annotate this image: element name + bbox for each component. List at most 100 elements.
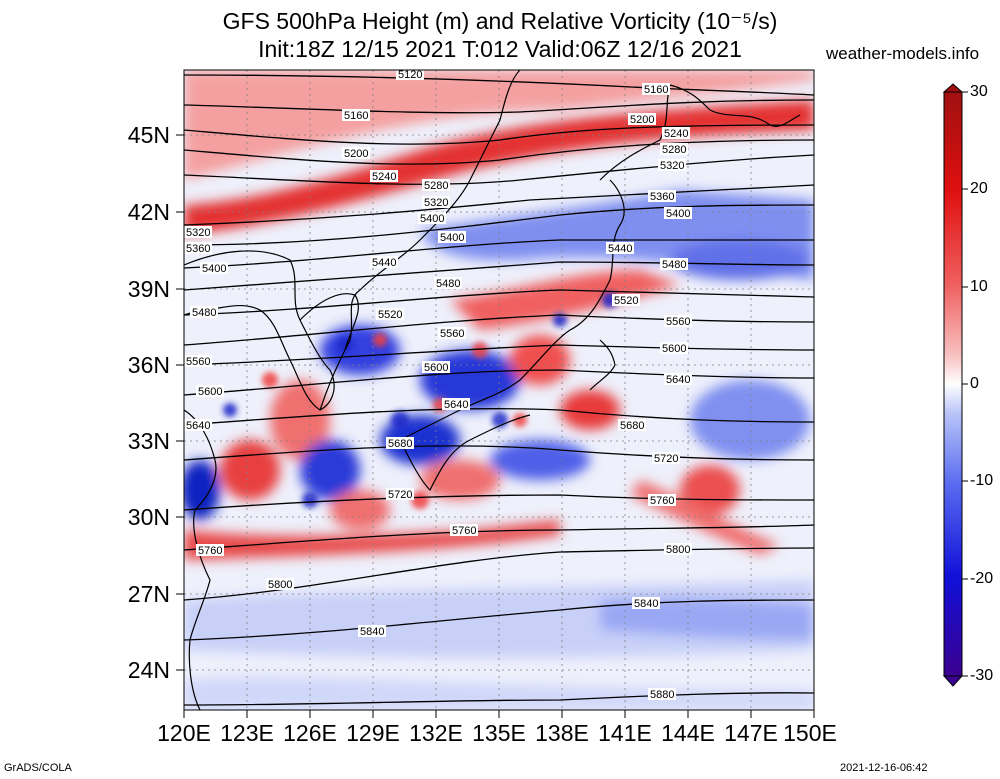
site-label: weather-models.info xyxy=(826,44,980,63)
svg-text:5480: 5480 xyxy=(436,278,460,290)
svg-text:5240: 5240 xyxy=(372,171,396,183)
lon-label: 135E xyxy=(472,720,526,746)
svg-text:5200: 5200 xyxy=(630,114,654,126)
contour-label: 5360 xyxy=(184,242,212,255)
svg-text:5440: 5440 xyxy=(608,243,632,255)
contour-label: 5640 xyxy=(664,373,692,386)
svg-text:5240: 5240 xyxy=(664,128,688,140)
contour-label: 5680 xyxy=(386,437,414,450)
colorbar-label: -20 xyxy=(970,570,994,587)
colorbar-label: -30 xyxy=(970,667,994,684)
contour-label: 5840 xyxy=(358,625,386,638)
lat-label: 45N xyxy=(127,122,170,148)
svg-text:5600: 5600 xyxy=(424,362,448,374)
svg-text:5440: 5440 xyxy=(372,257,396,269)
contour-label: 5400 xyxy=(418,212,446,225)
svg-text:5560: 5560 xyxy=(186,356,210,368)
contour-label: 5480 xyxy=(434,277,462,290)
svg-text:5400: 5400 xyxy=(420,213,444,225)
lat-label: 39N xyxy=(127,276,170,302)
svg-text:5280: 5280 xyxy=(424,180,448,192)
lat-label: 27N xyxy=(127,581,170,607)
contour-label: 5160 xyxy=(642,83,670,96)
contour-label: 5440 xyxy=(370,256,398,269)
svg-text:5560: 5560 xyxy=(666,316,690,328)
svg-text:5360: 5360 xyxy=(650,191,674,203)
svg-text:5760: 5760 xyxy=(650,495,674,507)
lon-label: 147E xyxy=(724,720,778,746)
lon-label: 138E xyxy=(535,720,589,746)
contour-label: 5280 xyxy=(660,143,688,156)
colorbar-label: 0 xyxy=(970,375,979,392)
contour-label: 5480 xyxy=(190,306,218,319)
svg-text:5280: 5280 xyxy=(662,144,686,156)
contour-label: 5640 xyxy=(184,419,212,432)
svg-text:5840: 5840 xyxy=(634,598,658,610)
svg-text:5800: 5800 xyxy=(268,579,292,591)
svg-text:5520: 5520 xyxy=(378,309,402,321)
contour-label: 5520 xyxy=(376,308,404,321)
svg-text:5640: 5640 xyxy=(444,399,468,411)
contour-label: 5320 xyxy=(184,226,212,239)
svg-text:5160: 5160 xyxy=(644,84,668,96)
chart-title: GFS 500hPa Height (m) and Relative Vorti… xyxy=(222,8,778,34)
svg-text:5680: 5680 xyxy=(388,438,412,450)
svg-text:5320: 5320 xyxy=(660,160,684,172)
svg-text:5480: 5480 xyxy=(662,259,686,271)
lon-label: 129E xyxy=(346,720,400,746)
contour-label: 5480 xyxy=(660,258,688,271)
contour-label: 5320 xyxy=(658,159,686,172)
contour-label: 5240 xyxy=(662,127,690,140)
lon-label: 123E xyxy=(220,720,274,746)
svg-text:5600: 5600 xyxy=(198,386,222,398)
contour-label: 5720 xyxy=(652,452,680,465)
lon-label: 144E xyxy=(661,720,715,746)
lat-label: 42N xyxy=(127,199,170,225)
lon-label: 126E xyxy=(283,720,337,746)
svg-text:5880: 5880 xyxy=(650,689,674,701)
contour-labels: 5120 5160 5200 5240 5280 5320 5400 5400 … xyxy=(184,70,692,701)
lon-label: 141E xyxy=(598,720,652,746)
contour-label: 5600 xyxy=(196,385,224,398)
svg-text:5360: 5360 xyxy=(186,243,210,255)
lon-label: 132E xyxy=(409,720,463,746)
colorbar-label: 10 xyxy=(970,278,988,295)
svg-text:5560: 5560 xyxy=(440,328,464,340)
svg-text:5520: 5520 xyxy=(614,295,638,307)
contour-label: 5520 xyxy=(612,294,640,307)
contour-label: 5120 xyxy=(396,70,424,81)
svg-text:5760: 5760 xyxy=(198,545,222,557)
footer-timestamp: 2021-12-16-06:42 xyxy=(840,762,928,774)
contour-label: 5160 xyxy=(342,109,370,122)
contour-label: 5760 xyxy=(648,494,676,507)
svg-text:5600: 5600 xyxy=(662,343,686,355)
contour-label: 5600 xyxy=(422,361,450,374)
colorbar xyxy=(942,83,968,687)
contour-label: 5200 xyxy=(342,147,370,160)
axis-ticks xyxy=(176,134,815,718)
contour-label: 5440 xyxy=(606,242,634,255)
svg-text:5400: 5400 xyxy=(440,232,464,244)
contour-label: 5200 xyxy=(628,113,656,126)
svg-text:5800: 5800 xyxy=(666,544,690,556)
svg-text:5840: 5840 xyxy=(360,626,384,638)
contour-label: 5720 xyxy=(386,488,414,501)
lon-label: 150E xyxy=(783,720,837,746)
contour-label: 5840 xyxy=(632,597,660,610)
contour-label: 5560 xyxy=(184,355,212,368)
contour-label: 5360 xyxy=(648,190,676,203)
contour-label: 5280 xyxy=(422,179,450,192)
svg-text:5640: 5640 xyxy=(666,374,690,386)
contour-label: 5800 xyxy=(664,543,692,556)
contour-label: 5400 xyxy=(664,207,692,220)
contour-label: 5800 xyxy=(266,578,294,591)
svg-text:5760: 5760 xyxy=(452,525,476,537)
lat-label: 24N xyxy=(127,657,170,683)
footer-credit: GrADS/COLA xyxy=(4,762,72,774)
svg-text:5720: 5720 xyxy=(388,489,412,501)
svg-text:5640: 5640 xyxy=(186,420,210,432)
contour-label: 5760 xyxy=(196,544,224,557)
colorbar-label: 30 xyxy=(970,83,988,100)
svg-text:5320: 5320 xyxy=(424,197,448,209)
